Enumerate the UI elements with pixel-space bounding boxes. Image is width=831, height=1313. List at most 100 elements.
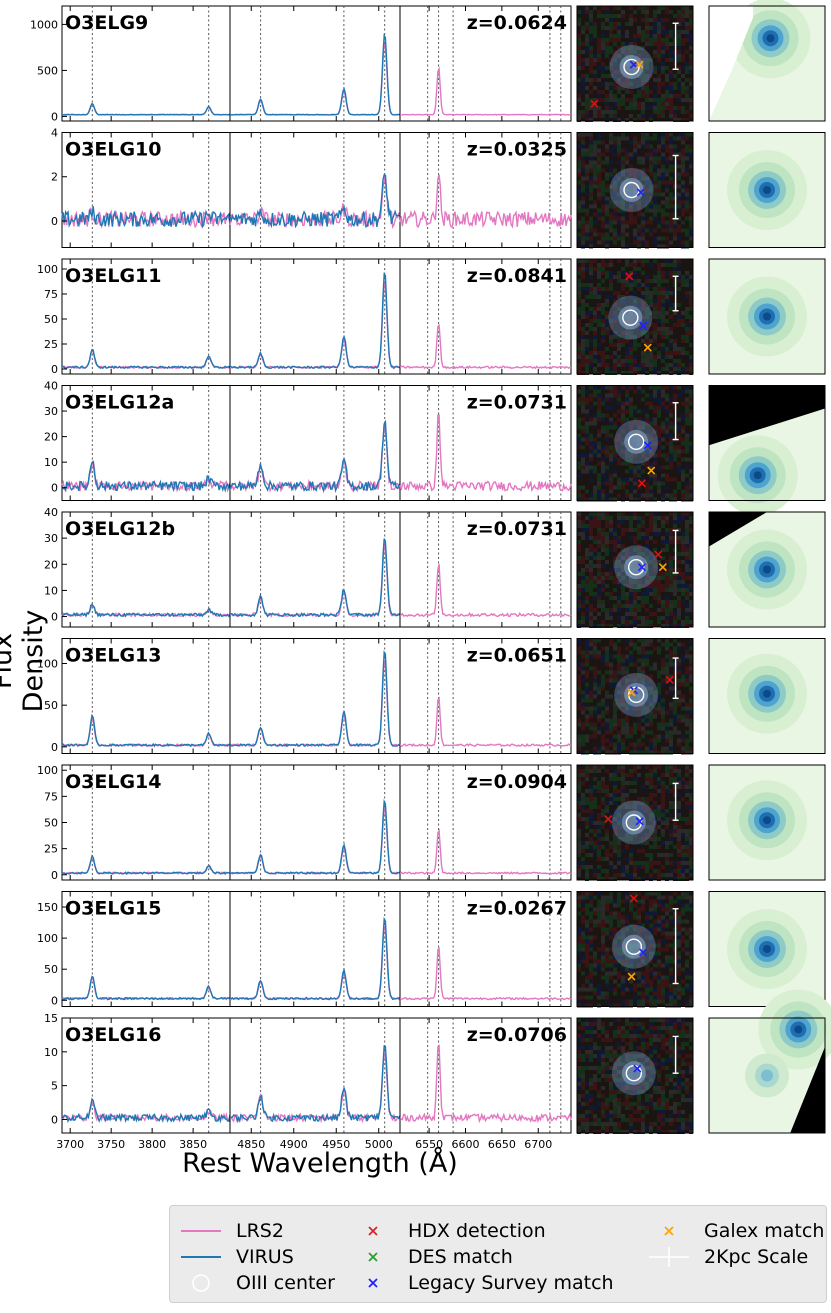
cutout-pixel xyxy=(645,30,649,34)
cutout-pixel xyxy=(649,524,653,528)
cutout-pixel xyxy=(657,405,661,410)
cutout-pixel xyxy=(625,955,629,960)
cutout-pixel xyxy=(669,943,673,948)
cutout-pixel xyxy=(617,152,621,157)
cutout-pixel xyxy=(609,385,613,390)
cutout-pixel xyxy=(605,54,609,58)
cutout-pixel xyxy=(633,144,637,149)
cutout-pixel xyxy=(689,869,693,873)
cutout-pixel xyxy=(633,556,637,560)
cutout-pixel xyxy=(601,600,605,604)
cutout-pixel xyxy=(681,110,685,114)
cutout-pixel xyxy=(653,42,657,46)
cutout-pixel xyxy=(649,710,653,715)
cutout-pixel xyxy=(625,461,629,466)
cutout-pixel xyxy=(597,172,601,177)
cutout-pixel xyxy=(649,935,653,940)
cutout-pixel xyxy=(581,738,585,743)
cutout-pixel xyxy=(605,536,609,540)
cutout-pixel xyxy=(665,995,669,1000)
cutout-pixel xyxy=(689,552,693,556)
cutout-pixel xyxy=(685,552,689,556)
cutout-pixel xyxy=(681,845,685,849)
series-LRS2 xyxy=(399,564,572,618)
cutout-pixel xyxy=(633,267,637,271)
cutout-pixel xyxy=(629,397,633,402)
galaxy-core xyxy=(619,178,644,202)
cutout-pixel xyxy=(625,714,629,719)
cutout-pixel xyxy=(601,991,605,996)
cutout-pixel xyxy=(609,817,613,821)
cutout-pixel xyxy=(681,339,685,343)
cutout-pixel xyxy=(673,584,677,588)
cutout-pixel xyxy=(613,899,617,904)
cutout-pixel xyxy=(673,604,677,608)
cutout-pixel xyxy=(685,208,689,213)
cutout-pixel xyxy=(609,532,613,536)
cutout-pixel xyxy=(625,678,629,683)
cutout-pixel xyxy=(641,861,645,865)
cutout-pixel xyxy=(581,457,585,462)
galaxy-core xyxy=(624,682,649,707)
cutout-pixel xyxy=(597,481,601,486)
cutout-pixel xyxy=(585,979,589,984)
cutout-pixel xyxy=(649,473,653,478)
cutout-pixel xyxy=(609,608,613,612)
cutout-pixel xyxy=(617,98,621,102)
cutout-pixel xyxy=(661,584,665,588)
cutout-pixel xyxy=(613,363,617,367)
cutout-pixel xyxy=(649,148,653,153)
cutout-pixel xyxy=(637,449,641,454)
cutout-pixel xyxy=(641,714,645,719)
cutout-pixel xyxy=(577,951,581,956)
cutout-pixel xyxy=(577,465,581,470)
cutout-pixel xyxy=(637,670,641,675)
cutout-pixel xyxy=(669,385,673,390)
cutout-pixel xyxy=(597,196,601,201)
cutout-pixel xyxy=(581,801,585,805)
cutout-pixel xyxy=(649,160,653,165)
cutout-pixel xyxy=(653,991,657,996)
cutout-pixel xyxy=(581,453,585,458)
cutout-pixel xyxy=(673,995,677,1000)
cutout-pixel xyxy=(593,580,597,584)
cutout-pixel xyxy=(669,493,673,498)
cutout-pixel xyxy=(657,481,661,486)
cutout-pixel xyxy=(613,38,617,42)
cutout-pixel xyxy=(585,963,589,968)
cutout-pixel xyxy=(669,999,673,1004)
cutout-pixel xyxy=(653,389,657,394)
cutout-pixel xyxy=(673,769,677,773)
cutout-pixel xyxy=(581,307,585,311)
cutout-pixel xyxy=(633,172,637,177)
cutout-pixel xyxy=(681,746,685,751)
cutout-pixel xyxy=(669,556,673,560)
cutout-pixel xyxy=(633,168,637,173)
cutout-pixel xyxy=(633,315,637,319)
cutout-pixel xyxy=(621,825,625,829)
cutout-pixel xyxy=(645,86,649,90)
cutout-pixel xyxy=(685,291,689,295)
cutout-pixel xyxy=(613,580,617,584)
y-tick-label: 4 xyxy=(51,127,58,140)
cutout-pixel xyxy=(677,801,681,805)
match-marker-orange xyxy=(658,563,667,572)
cutout-pixel xyxy=(665,979,669,984)
cutout-pixel xyxy=(593,497,597,502)
cutout-pixel xyxy=(613,576,617,580)
cutout-pixel xyxy=(641,592,645,596)
cutout-pixel xyxy=(629,216,633,221)
cutout-pixel xyxy=(685,702,689,707)
cutout-pixel xyxy=(689,413,693,418)
cutout-pixel xyxy=(625,148,629,153)
cutout-pixel xyxy=(653,612,657,616)
cutout-pixel xyxy=(625,351,629,355)
cutout-pixel xyxy=(585,919,589,924)
cutout-pixel xyxy=(605,469,609,474)
cutout-pixel xyxy=(641,907,645,912)
cutout-pixel xyxy=(637,461,641,466)
cutout-pixel xyxy=(665,817,669,821)
cutout-pixel xyxy=(649,738,653,743)
